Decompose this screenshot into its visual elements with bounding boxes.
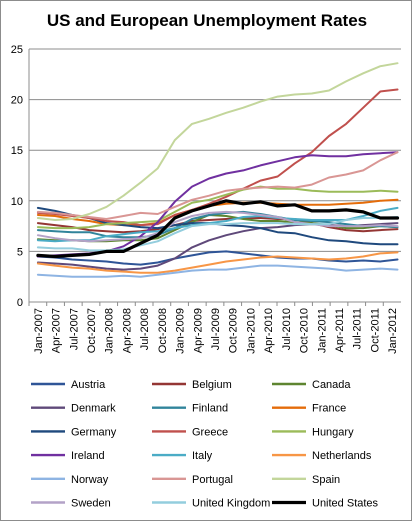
x-tick-label: Jul-2008 bbox=[139, 308, 151, 350]
x-tick-label: Jan-2011 bbox=[316, 308, 328, 353]
legend-label: United Kingdom bbox=[192, 498, 270, 510]
legend-label: United States bbox=[312, 498, 379, 510]
legend-label: Greece bbox=[192, 426, 228, 438]
y-axis: 0 5 10 15 20 25 bbox=[11, 44, 30, 309]
legend-label: Germany bbox=[71, 426, 117, 438]
x-tick-label: Apr-2010 bbox=[263, 308, 275, 353]
legend-label: Finland bbox=[192, 403, 228, 415]
series-line-italy bbox=[36, 206, 399, 243]
x-axis: Jan-2007 Apr-2007 Jul-2007 Oct-2007 Jan-2008… bbox=[28, 301, 401, 354]
legend-label: Norway bbox=[71, 474, 109, 486]
legend-label: Netherlands bbox=[312, 450, 372, 462]
series-line-norway bbox=[36, 264, 399, 278]
x-tick-label: Oct-2011 bbox=[369, 308, 381, 352]
legend: Austria Belgium Canada Denmark Finland France… bbox=[31, 379, 379, 510]
y-tick-label: 10 bbox=[11, 196, 23, 208]
series-line-greece bbox=[36, 88, 399, 227]
y-tick-label: 20 bbox=[11, 95, 23, 107]
x-tick-label: Jan-2008 bbox=[104, 308, 116, 354]
x-tick-label: Jan-2007 bbox=[33, 308, 45, 354]
x-tick-label: Jul-2007 bbox=[68, 308, 80, 350]
series-line-hungary bbox=[36, 185, 399, 230]
legend-label: Denmark bbox=[71, 403, 116, 415]
chart-title: US and European Unemployment Rates bbox=[47, 11, 367, 30]
x-tick-label: Apr-2009 bbox=[192, 308, 204, 353]
series-line-netherlands bbox=[36, 251, 399, 274]
legend-label: Portugal bbox=[192, 474, 233, 486]
legend-label: Canada bbox=[312, 379, 351, 391]
legend-label: Spain bbox=[312, 474, 340, 486]
legend-label: France bbox=[312, 403, 346, 415]
series-line-finland bbox=[36, 210, 399, 239]
x-tick-label: Jan-2009 bbox=[175, 308, 187, 354]
legend-label: Austria bbox=[71, 379, 106, 391]
x-tick-label: Jul-2010 bbox=[281, 308, 293, 350]
y-tick-label: 0 bbox=[17, 297, 23, 309]
x-tick-label: Jul-2011 bbox=[352, 308, 364, 349]
legend-label: Hungary bbox=[312, 426, 354, 438]
legend-label: Belgium bbox=[192, 379, 232, 391]
series-line-austria bbox=[36, 250, 399, 266]
series-line-belgium bbox=[36, 217, 399, 234]
series-line-united-states bbox=[36, 199, 400, 259]
x-tick-label: Oct-2010 bbox=[299, 308, 311, 353]
x-tick-label: Apr-2008 bbox=[121, 308, 133, 353]
x-tick-label: Jul-2009 bbox=[210, 308, 222, 350]
y-tick-label: 25 bbox=[11, 44, 23, 56]
x-tick-label: Apr-2011 bbox=[334, 308, 346, 352]
legend-label: Sweden bbox=[71, 498, 111, 510]
series-line-portugal bbox=[36, 151, 399, 220]
series-line-sweden bbox=[36, 210, 399, 243]
x-tick-label: Apr-2007 bbox=[51, 308, 63, 353]
legend-label: Ireland bbox=[71, 450, 105, 462]
series-line-united-kingdom bbox=[36, 216, 399, 252]
y-tick-label: 5 bbox=[17, 246, 23, 258]
x-tick-label: Jan-2012 bbox=[387, 308, 399, 354]
x-tick-label: Oct-2007 bbox=[86, 308, 98, 353]
x-tick-label: Oct-2008 bbox=[157, 308, 169, 353]
x-tick-label: Jan-2010 bbox=[245, 308, 257, 354]
x-tick-label: Oct-2009 bbox=[228, 308, 240, 353]
y-tick-label: 15 bbox=[11, 145, 23, 157]
series-lines bbox=[36, 62, 400, 278]
legend-label: Italy bbox=[192, 450, 213, 462]
series-line-spain bbox=[36, 62, 399, 221]
